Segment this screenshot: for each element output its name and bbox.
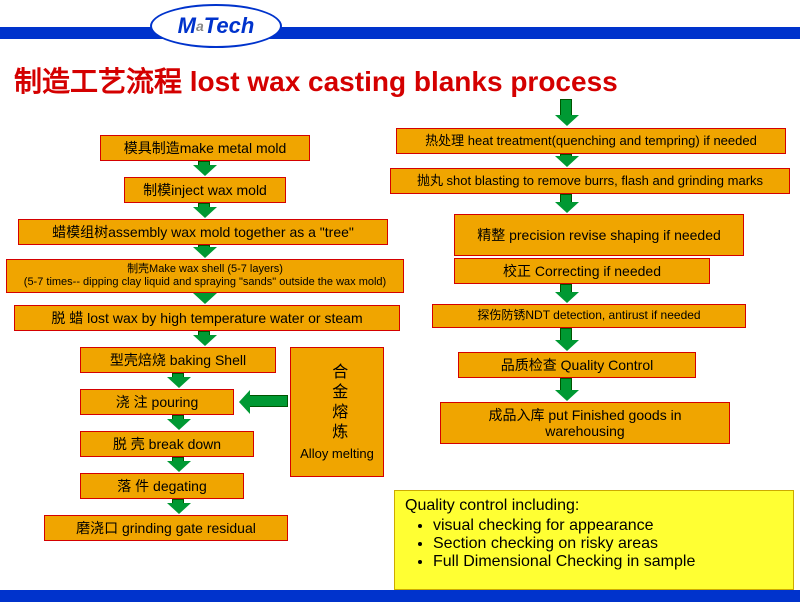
qc-heading: Quality control including: (405, 497, 783, 515)
node-make-metal-mold: 模具制造make metal mold (100, 135, 310, 161)
qc-item: visual checking for appearance (433, 517, 783, 535)
qc-item: Section checking on risky areas (433, 535, 783, 553)
node-grinding: 磨浇口 grinding gate residual (44, 515, 288, 541)
arrow-down-icon (560, 378, 572, 392)
arrow-down-icon (560, 154, 572, 158)
qc-item: Full Dimensional Checking in sample (433, 553, 783, 571)
node-precision-revise: 精整 precision revise shaping if needed (454, 214, 744, 256)
node-inject-wax-mold: 制模inject wax mold (124, 177, 286, 203)
arrow-down-icon (198, 245, 210, 249)
arrow-down-icon (172, 499, 184, 505)
node-heat-treatment: 热处理 heat treatment(quenching and temprin… (396, 128, 786, 154)
arrow-down-icon (560, 194, 572, 204)
arrow-down-icon (560, 284, 572, 294)
arrow-down-icon (172, 457, 184, 463)
node-shot-blasting: 抛丸 shot blasting to remove burrs, flash … (390, 168, 790, 194)
arrow-down-icon (198, 331, 210, 337)
node-alloy-melting: 合金熔炼 Alloy melting (290, 347, 384, 477)
node-ndt: 探伤防锈NDT detection, antirust if needed (432, 304, 746, 328)
node-lost-wax: 脱 蜡 lost wax by high temperature water o… (14, 305, 400, 331)
arrow-down-icon (198, 161, 210, 167)
logo-tech: Tech (204, 13, 255, 39)
arrow-down-icon (198, 203, 210, 209)
alloy-en: Alloy melting (300, 447, 374, 462)
alloy-cn: 合金熔炼 (328, 363, 346, 443)
arrow-down-icon (560, 328, 572, 342)
page-title: 制造工艺流程 lost wax casting blanks process (14, 60, 618, 100)
arrow-down-icon (172, 373, 184, 379)
node-pouring: 浇 注 pouring (80, 389, 234, 415)
arrow-left-icon (248, 395, 288, 407)
node-break-down: 脱 壳 break down (80, 431, 254, 457)
qc-panel: Quality control including: visual checki… (394, 490, 794, 590)
node-quality-control: 品质检查 Quality Control (458, 352, 696, 378)
logo-m: M (178, 13, 196, 39)
node-assembly-tree: 蜡模组树assembly wax mold together as a "tre… (18, 219, 388, 245)
brand-logo: MaTech (150, 4, 282, 48)
logo-a: a (196, 18, 204, 34)
arrow-down-icon (172, 415, 184, 421)
node-warehousing: 成品入库 put Finished goods in warehousing (440, 402, 730, 444)
node-degating: 落 件 degating (80, 473, 244, 499)
arrow-down-icon (198, 293, 210, 295)
node-correcting: 校正 Correcting if needed (454, 258, 710, 284)
bottom-accent-bar (0, 590, 800, 602)
node-baking-shell: 型壳焙烧 baking Shell (80, 347, 276, 373)
qc-list: visual checking for appearance Section c… (405, 517, 783, 571)
top-accent-bar (0, 27, 800, 39)
arrow-down-icon (560, 99, 572, 117)
node-make-shell: 制壳Make wax shell (5-7 layers) (5-7 times… (6, 259, 404, 293)
